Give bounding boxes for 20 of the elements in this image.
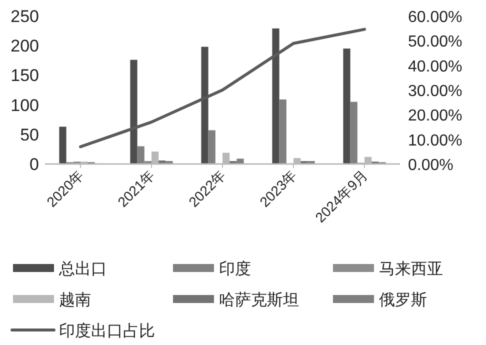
- y2-tick-label: 50.00%: [408, 34, 462, 51]
- y2-tick-label: 20.00%: [408, 108, 462, 125]
- y-tick-label: 100: [10, 96, 39, 115]
- y2-tick-label: 60.00%: [408, 9, 462, 26]
- y-tick-label: 150: [10, 66, 39, 86]
- legend-label: 俄罗斯: [379, 291, 427, 309]
- y-tick-label: 250: [10, 7, 39, 26]
- legend-label: 总出口: [58, 260, 107, 278]
- y-tick-label: 50: [20, 125, 39, 144]
- y-tick-label: 200: [10, 36, 39, 56]
- y-tick-label: 0: [30, 155, 39, 174]
- y2-tick-label: 30.00%: [408, 83, 462, 100]
- legend-label: 印度出口占比: [59, 322, 155, 340]
- legend-label: 马来西亚: [379, 260, 443, 278]
- legend-label: 越南: [59, 291, 91, 309]
- legend-label: 印度: [219, 260, 251, 278]
- y2-tick-label: 10.00%: [408, 132, 462, 150]
- y2-tick-label: 0.00%: [408, 157, 454, 174]
- legend-label: 哈萨克斯坦: [219, 291, 299, 309]
- y2-tick-label: 40.00%: [408, 58, 462, 76]
